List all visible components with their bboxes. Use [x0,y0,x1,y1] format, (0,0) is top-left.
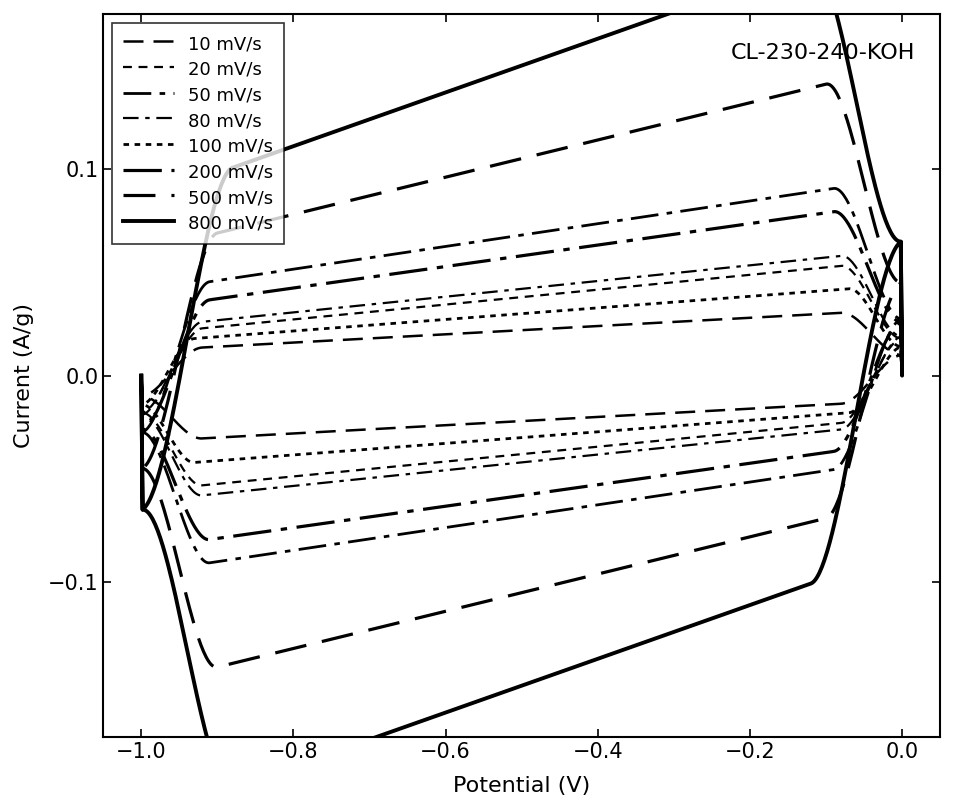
100 mV/s [392,318,403,328]
10 mV/s [135,371,147,381]
200 mV/s [135,371,147,381]
80 mV/s [392,296,403,306]
Line: 80 mV/s: 80 mV/s [141,256,902,496]
Line: 800 mV/s: 800 mV/s [141,0,902,788]
200 mV/s [828,207,840,216]
Line: 10 mV/s: 10 mV/s [141,313,902,438]
500 mV/s [821,79,832,89]
100 mV/s [795,288,806,297]
80 mV/s [824,425,836,435]
80 mV/s [195,491,207,501]
10 mV/s [648,318,659,328]
50 mV/s [203,558,214,568]
100 mV/s [648,299,659,309]
80 mV/s [135,371,147,381]
80 mV/s [135,371,147,381]
100 mV/s [135,371,147,381]
Line: 100 mV/s: 100 mV/s [141,288,902,463]
20 mV/s [135,371,147,381]
20 mV/s [856,394,867,403]
500 mV/s [211,663,222,672]
10 mV/s [337,335,349,345]
200 mV/s [203,535,214,544]
500 mV/s [392,184,403,194]
10 mV/s [392,332,403,342]
500 mV/s [795,85,806,95]
Legend: 10 mV/s, 20 mV/s, 50 mV/s, 80 mV/s, 100 mV/s, 200 mV/s, 500 mV/s, 800 mV/s: 10 mV/s, 20 mV/s, 50 mV/s, 80 mV/s, 100 … [112,23,284,244]
Line: 50 mV/s: 50 mV/s [141,189,902,563]
800 mV/s [392,104,403,114]
200 mV/s [337,276,349,286]
200 mV/s [135,371,147,381]
800 mV/s [226,783,237,793]
10 mV/s [135,371,147,381]
50 mV/s [337,257,349,266]
200 mV/s [824,447,836,457]
10 mV/s [824,399,836,409]
100 mV/s [135,371,147,381]
20 mV/s [337,309,349,319]
20 mV/s [795,265,806,275]
50 mV/s [135,371,147,381]
500 mV/s [648,122,659,131]
50 mV/s [856,406,867,416]
800 mV/s [135,371,147,381]
80 mV/s [836,251,847,261]
Line: 500 mV/s: 500 mV/s [141,84,902,667]
100 mV/s [843,284,855,293]
800 mV/s [648,14,659,23]
500 mV/s [337,198,349,207]
Line: 20 mV/s: 20 mV/s [141,266,902,485]
20 mV/s [392,305,403,314]
500 mV/s [824,509,836,519]
100 mV/s [188,458,199,467]
800 mV/s [824,533,836,543]
80 mV/s [648,271,659,280]
100 mV/s [337,322,349,332]
50 mV/s [824,465,836,475]
500 mV/s [135,371,147,381]
800 mV/s [856,373,867,383]
Y-axis label: Current (A/g): Current (A/g) [14,303,34,448]
80 mV/s [337,302,349,312]
X-axis label: Potential (V): Potential (V) [453,776,590,796]
200 mV/s [648,232,659,242]
80 mV/s [856,398,867,407]
50 mV/s [648,211,659,220]
Text: CL-230-240-KOH: CL-230-240-KOH [730,43,914,63]
20 mV/s [135,371,147,381]
20 mV/s [648,279,659,289]
800 mV/s [135,371,147,381]
200 mV/s [795,211,806,221]
10 mV/s [836,308,847,318]
500 mV/s [856,402,867,411]
50 mV/s [795,189,806,198]
800 mV/s [337,124,349,134]
10 mV/s [856,385,867,394]
10 mV/s [195,433,207,443]
100 mV/s [824,409,836,419]
20 mV/s [824,419,836,428]
20 mV/s [195,480,207,490]
50 mV/s [392,249,403,258]
200 mV/s [856,396,867,406]
80 mV/s [795,255,806,265]
100 mV/s [856,396,867,406]
200 mV/s [392,268,403,278]
500 mV/s [135,371,147,381]
Line: 200 mV/s: 200 mV/s [141,211,902,539]
10 mV/s [795,310,806,320]
50 mV/s [135,371,147,381]
20 mV/s [836,261,847,271]
50 mV/s [828,184,840,194]
